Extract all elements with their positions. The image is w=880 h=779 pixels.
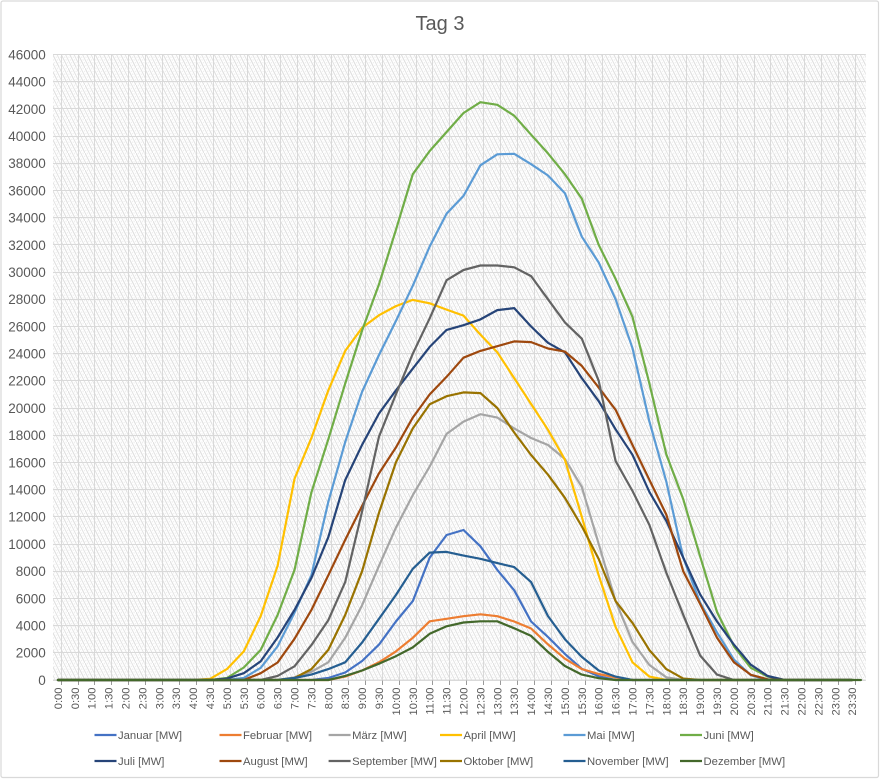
svg-text:9:00: 9:00 xyxy=(357,688,369,710)
svg-text:30000: 30000 xyxy=(8,265,46,280)
svg-text:23:00: 23:00 xyxy=(830,688,842,716)
svg-text:14:00: 14:00 xyxy=(526,688,538,716)
svg-text:21:30: 21:30 xyxy=(780,688,792,716)
svg-text:10000: 10000 xyxy=(8,537,46,552)
svg-text:36000: 36000 xyxy=(8,183,46,198)
svg-text:März [MW]: März [MW] xyxy=(352,730,407,742)
svg-text:Dezember [MW]: Dezember [MW] xyxy=(704,756,786,768)
svg-text:19:00: 19:00 xyxy=(695,688,707,716)
svg-text:16000: 16000 xyxy=(8,455,46,470)
svg-text:20:30: 20:30 xyxy=(746,688,758,716)
svg-text:13:00: 13:00 xyxy=(492,688,504,716)
svg-text:4000: 4000 xyxy=(16,619,46,634)
svg-text:September [MW]: September [MW] xyxy=(352,756,437,768)
svg-text:32000: 32000 xyxy=(8,238,46,253)
svg-text:8000: 8000 xyxy=(16,564,46,579)
svg-text:4:30: 4:30 xyxy=(205,688,217,710)
svg-text:6000: 6000 xyxy=(16,591,46,606)
svg-text:15:30: 15:30 xyxy=(577,688,589,716)
svg-text:Juli [MW]: Juli [MW] xyxy=(118,756,164,768)
svg-text:8:30: 8:30 xyxy=(340,688,352,710)
svg-text:12000: 12000 xyxy=(8,510,46,525)
svg-text:5:30: 5:30 xyxy=(239,688,251,710)
svg-text:38000: 38000 xyxy=(8,156,46,171)
svg-text:10:00: 10:00 xyxy=(391,688,403,716)
svg-text:1:00: 1:00 xyxy=(87,688,99,710)
svg-text:Januar [MW]: Januar [MW] xyxy=(118,730,182,742)
svg-text:4:00: 4:00 xyxy=(188,688,200,710)
svg-text:Tag 3: Tag 3 xyxy=(416,13,465,35)
svg-text:14:30: 14:30 xyxy=(543,688,555,716)
svg-text:2:30: 2:30 xyxy=(137,688,149,710)
svg-text:2:00: 2:00 xyxy=(121,688,133,710)
svg-text:August [MW]: August [MW] xyxy=(243,756,308,768)
svg-text:18:30: 18:30 xyxy=(678,688,690,716)
svg-text:April [MW]: April [MW] xyxy=(464,730,516,742)
svg-text:16:00: 16:00 xyxy=(594,688,606,716)
svg-text:22000: 22000 xyxy=(8,374,46,389)
svg-text:18000: 18000 xyxy=(8,428,46,443)
svg-text:8:00: 8:00 xyxy=(323,688,335,710)
svg-text:22:00: 22:00 xyxy=(797,688,809,716)
svg-text:7:30: 7:30 xyxy=(306,688,318,710)
svg-text:0:00: 0:00 xyxy=(53,688,65,710)
svg-text:16:30: 16:30 xyxy=(611,688,623,716)
svg-text:November [MW]: November [MW] xyxy=(587,756,669,768)
svg-text:13:30: 13:30 xyxy=(509,688,521,716)
svg-text:20000: 20000 xyxy=(8,401,46,416)
svg-text:11:30: 11:30 xyxy=(442,688,454,715)
svg-text:46000: 46000 xyxy=(8,47,46,62)
svg-text:10:30: 10:30 xyxy=(408,688,420,716)
svg-text:15:00: 15:00 xyxy=(560,688,572,716)
svg-text:14000: 14000 xyxy=(8,483,46,498)
svg-text:12:00: 12:00 xyxy=(459,688,471,716)
svg-text:Oktober [MW]: Oktober [MW] xyxy=(464,756,534,768)
svg-text:22:30: 22:30 xyxy=(813,688,825,716)
svg-text:Februar [MW]: Februar [MW] xyxy=(243,730,312,742)
svg-text:Juni [MW]: Juni [MW] xyxy=(704,730,754,742)
svg-text:0: 0 xyxy=(38,673,46,688)
svg-text:42000: 42000 xyxy=(8,102,46,117)
svg-text:12:30: 12:30 xyxy=(475,688,487,716)
svg-text:19:30: 19:30 xyxy=(712,688,724,716)
svg-text:44000: 44000 xyxy=(8,75,46,90)
svg-text:17:30: 17:30 xyxy=(644,688,656,716)
svg-text:20:00: 20:00 xyxy=(729,688,741,716)
svg-text:24000: 24000 xyxy=(8,347,46,362)
svg-text:9:30: 9:30 xyxy=(374,688,386,710)
svg-text:6:30: 6:30 xyxy=(273,688,285,710)
svg-text:21:00: 21:00 xyxy=(763,688,775,716)
svg-text:17:00: 17:00 xyxy=(628,688,640,716)
svg-text:11:00: 11:00 xyxy=(425,688,437,715)
svg-text:1:30: 1:30 xyxy=(104,688,116,710)
svg-text:3:00: 3:00 xyxy=(154,688,166,710)
svg-text:7:00: 7:00 xyxy=(290,688,302,710)
svg-text:28000: 28000 xyxy=(8,292,46,307)
svg-text:Mai [MW]: Mai [MW] xyxy=(587,730,635,742)
svg-text:3:30: 3:30 xyxy=(171,688,183,710)
svg-text:23:30: 23:30 xyxy=(847,688,859,716)
svg-text:2000: 2000 xyxy=(16,646,46,661)
svg-text:40000: 40000 xyxy=(8,129,46,144)
svg-text:26000: 26000 xyxy=(8,319,46,334)
svg-text:34000: 34000 xyxy=(8,211,46,226)
svg-text:18:00: 18:00 xyxy=(661,688,673,716)
svg-text:5:00: 5:00 xyxy=(222,688,234,710)
svg-text:0:30: 0:30 xyxy=(70,688,82,710)
svg-text:6:00: 6:00 xyxy=(256,688,268,710)
